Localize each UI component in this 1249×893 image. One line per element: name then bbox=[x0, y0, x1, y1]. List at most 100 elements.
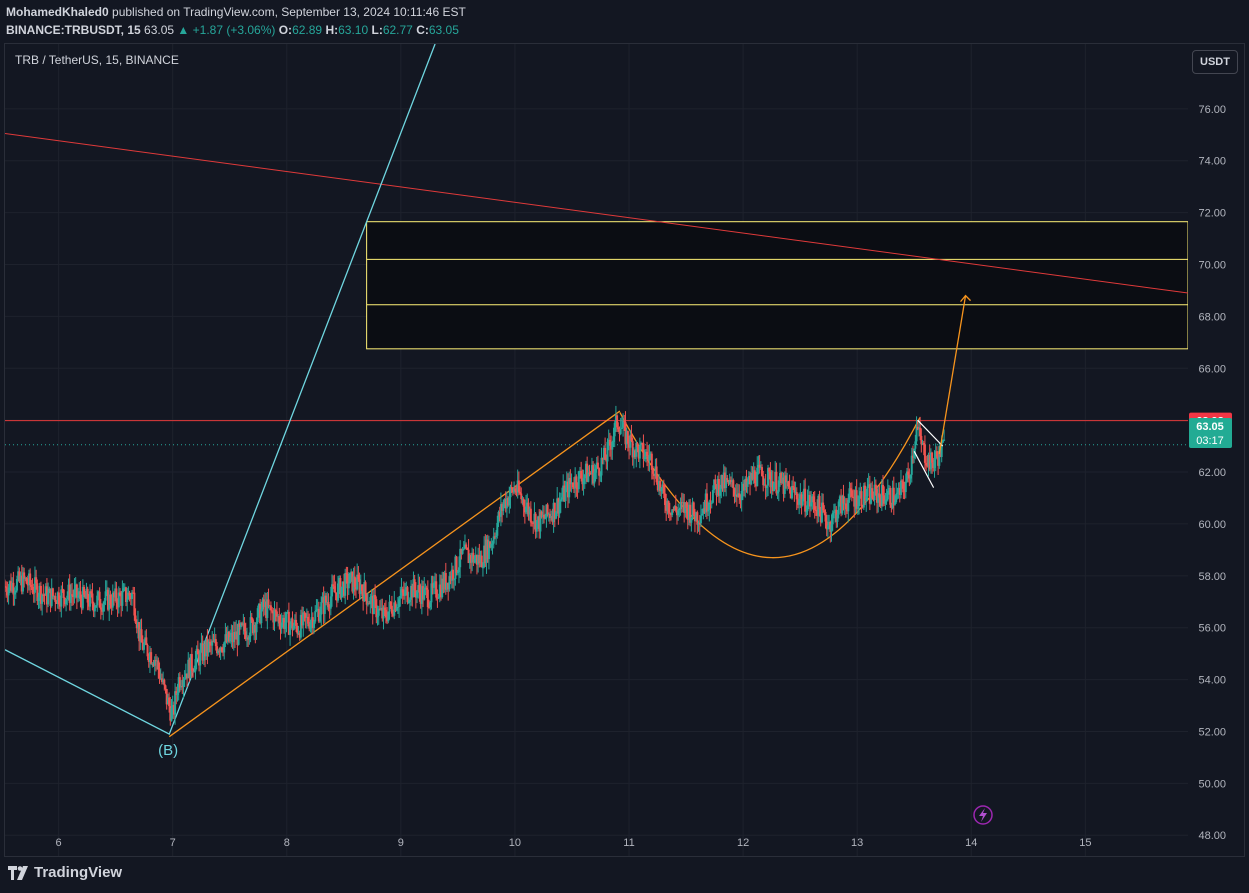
candle-body bbox=[456, 572, 459, 574]
candle-body bbox=[752, 470, 755, 480]
candle-body bbox=[248, 636, 251, 640]
candle-body bbox=[274, 610, 277, 612]
candle-body bbox=[824, 511, 827, 522]
candle-body bbox=[55, 601, 58, 605]
candle-body bbox=[644, 451, 647, 458]
candle-body bbox=[861, 506, 864, 508]
candle-body bbox=[819, 509, 822, 523]
candle-body bbox=[737, 493, 740, 497]
candle-body bbox=[15, 578, 18, 591]
candle-body bbox=[478, 555, 481, 564]
candle-body bbox=[23, 572, 26, 579]
candle-body bbox=[566, 481, 569, 498]
breakout-arrow bbox=[938, 295, 967, 454]
y-tick-label: 50.00 bbox=[1198, 778, 1226, 790]
candle-body bbox=[680, 502, 683, 504]
candle-body bbox=[745, 478, 748, 487]
candle-body bbox=[795, 492, 798, 500]
candle-body bbox=[596, 462, 599, 469]
candle-body bbox=[142, 643, 145, 650]
candle-body bbox=[642, 443, 645, 460]
candle-body bbox=[509, 487, 512, 498]
candle-body bbox=[563, 485, 566, 502]
candle-body bbox=[297, 633, 300, 635]
candle-body bbox=[101, 609, 104, 612]
candle-body bbox=[882, 485, 885, 496]
candle-body bbox=[44, 586, 47, 596]
candle-body bbox=[451, 569, 454, 581]
candle-body bbox=[892, 487, 895, 505]
candle-body bbox=[629, 434, 632, 448]
candle-body bbox=[254, 624, 257, 633]
candle-body bbox=[126, 599, 129, 603]
candle-body bbox=[6, 591, 9, 596]
candle-body bbox=[865, 496, 868, 501]
candle-body bbox=[709, 502, 712, 504]
candle-body bbox=[528, 508, 531, 515]
candle-body bbox=[130, 592, 133, 600]
candle-body bbox=[911, 455, 914, 459]
candle-body bbox=[575, 476, 578, 488]
candle-body bbox=[738, 493, 741, 498]
candle-body bbox=[278, 616, 281, 624]
candle-body bbox=[768, 467, 771, 472]
candle-body bbox=[447, 582, 450, 590]
candle-body bbox=[511, 488, 514, 493]
candle-body bbox=[114, 588, 117, 598]
candle-body bbox=[883, 495, 886, 504]
x-tick-label: 14 bbox=[965, 837, 977, 849]
candle-body bbox=[110, 604, 113, 608]
candle-body bbox=[230, 632, 233, 638]
candle-body bbox=[637, 446, 640, 459]
descending-red-trendline bbox=[5, 133, 1188, 294]
candle-body bbox=[565, 481, 568, 488]
candle-body bbox=[29, 573, 32, 586]
candle-body bbox=[37, 597, 40, 601]
candle-body bbox=[885, 499, 888, 501]
candle-body bbox=[701, 513, 704, 516]
candle-body bbox=[931, 452, 934, 463]
candle-body bbox=[85, 588, 88, 599]
candle-body bbox=[669, 512, 672, 515]
y-tick-label: 74.00 bbox=[1198, 156, 1226, 168]
candle-body bbox=[620, 427, 623, 429]
candle-body bbox=[589, 473, 592, 475]
candle-body bbox=[277, 616, 280, 618]
candle-body bbox=[525, 506, 528, 513]
candle-body bbox=[242, 623, 245, 626]
candle-body bbox=[640, 443, 643, 445]
candle-body bbox=[284, 622, 287, 629]
candle-body bbox=[532, 522, 535, 524]
candle-body bbox=[541, 514, 544, 518]
candle-body bbox=[195, 648, 198, 660]
candle-body bbox=[292, 625, 295, 631]
tradingview-logo[interactable]: TradingView bbox=[8, 864, 122, 881]
publisher-line: MohamedKhaled0 published on TradingView.… bbox=[6, 5, 466, 19]
candle-body bbox=[635, 443, 638, 457]
price-change: +1.87 (+3.06%) bbox=[192, 23, 276, 37]
candle-body bbox=[720, 475, 723, 490]
candle-body bbox=[307, 616, 310, 624]
candle-body bbox=[600, 457, 603, 476]
currency-button[interactable]: USDT bbox=[1192, 50, 1238, 74]
symbol-label[interactable]: BINANCE:TRBUSDT, 15 bbox=[6, 23, 141, 37]
candle-body bbox=[807, 495, 810, 502]
candle-body bbox=[419, 592, 422, 604]
candle-body bbox=[598, 468, 601, 476]
candle-body bbox=[392, 613, 395, 616]
candle-body bbox=[359, 584, 362, 594]
candle-body bbox=[111, 592, 114, 608]
candle-body bbox=[269, 605, 272, 611]
candle-body bbox=[739, 497, 742, 501]
candle-body bbox=[773, 483, 776, 492]
candle-body bbox=[151, 663, 154, 665]
candle-body bbox=[196, 648, 199, 655]
candle-body bbox=[317, 608, 320, 622]
chart-frame bbox=[4, 43, 1245, 857]
candle-body bbox=[690, 517, 693, 523]
candle-body bbox=[428, 607, 431, 609]
candle-body bbox=[733, 488, 736, 497]
y-tick-label: 58.00 bbox=[1198, 571, 1226, 583]
author-name[interactable]: MohamedKhaled0 bbox=[6, 5, 109, 19]
